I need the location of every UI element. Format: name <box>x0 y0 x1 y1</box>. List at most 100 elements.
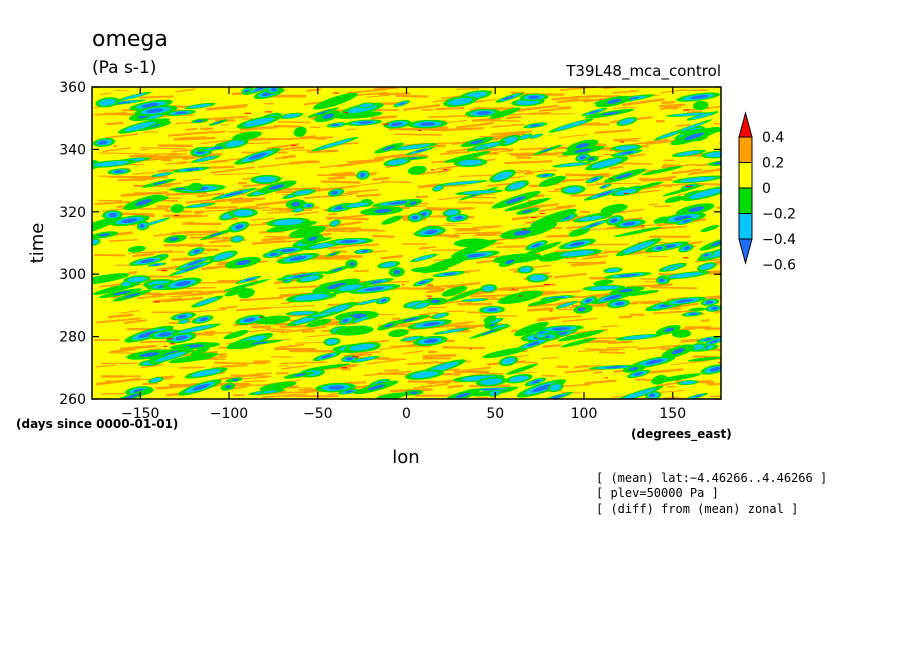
field-negative-cell <box>234 148 281 165</box>
field-contour-green <box>407 165 427 175</box>
field-negative-cell <box>127 245 146 253</box>
field-streak-positive <box>106 121 124 126</box>
field-streak-positive <box>526 169 558 173</box>
field-streak-positive <box>612 107 637 109</box>
field-streak-positive <box>552 227 563 230</box>
field-contour-blue <box>709 339 719 344</box>
field-negative-cell <box>353 248 374 254</box>
field-contour-cyan <box>300 275 320 282</box>
field-negative-cell <box>613 226 662 237</box>
field-contour-blue <box>382 146 395 151</box>
field-negative-cell <box>696 262 717 272</box>
field-negative-cell <box>117 91 152 101</box>
field-negative-cell <box>377 261 400 269</box>
field-contour-cyan <box>622 334 655 340</box>
colorbar-box <box>738 136 753 163</box>
field-streak-positive <box>349 181 390 188</box>
field-contour-blue <box>182 265 201 272</box>
field-streak-positive <box>388 128 425 131</box>
field-contour-blue <box>648 393 656 398</box>
field-contour-blue <box>618 288 634 293</box>
field-streak-positive <box>128 270 138 275</box>
field-negative-cell <box>175 256 214 271</box>
field-contour-green <box>613 226 662 237</box>
field-negative-cell <box>360 206 404 216</box>
field-contour-blue <box>121 218 138 224</box>
field-streak-positive <box>320 180 361 184</box>
field-contour-cyan <box>330 220 339 226</box>
field-streak-positive <box>523 172 534 175</box>
field-negative-cell <box>277 252 320 264</box>
field-contour-green <box>289 225 326 239</box>
field-contour-blue <box>676 299 694 303</box>
field-contour-cyan <box>493 171 512 181</box>
field-contour-cyan <box>154 172 171 177</box>
x-tick-label: 50 <box>486 406 504 422</box>
field-streak-positive <box>132 171 155 175</box>
field-streak-positive <box>196 281 244 284</box>
field-contour-blue <box>294 373 307 377</box>
field-contour-blue <box>398 102 406 105</box>
field-negative-cell <box>148 349 193 365</box>
field-streak-positive <box>422 357 451 360</box>
field-speck-max <box>683 257 689 259</box>
field-contour-green <box>687 356 721 362</box>
field-streak-positive <box>167 130 215 137</box>
field-streak-positive <box>178 290 193 295</box>
field-negative-cell <box>147 262 167 267</box>
field-streak-positive <box>251 217 275 221</box>
field-contour-blue <box>454 216 464 220</box>
field-streak-positive <box>435 106 465 111</box>
field-negative-cell <box>518 133 533 140</box>
field-negative-cell <box>407 319 452 330</box>
field-streak-positive <box>395 94 428 98</box>
field-streak-positive <box>609 165 624 170</box>
field-negative-cell <box>210 187 257 200</box>
field-streak-positive <box>330 171 354 176</box>
field-streak-positive <box>243 379 267 383</box>
field-negative-cell <box>665 112 713 117</box>
field-contour-green <box>688 307 707 312</box>
field-streak-positive <box>324 193 354 198</box>
field-contour-blue <box>615 172 633 179</box>
field-contour-cyan <box>658 131 679 139</box>
field-contour-blue <box>705 300 714 304</box>
field-negative-cell <box>326 251 341 257</box>
field-streak-positive <box>95 364 116 368</box>
field-streak-positive <box>317 174 359 177</box>
field-streak-positive <box>346 88 388 94</box>
field-streak-positive <box>317 365 356 371</box>
field-negative-cell <box>324 265 350 275</box>
field-streak-positive <box>137 251 186 254</box>
field-streak-positive <box>262 392 308 398</box>
note-pressure-level: [ plev=50000 Pa ] <box>596 486 719 500</box>
field-contour-blue <box>114 170 124 173</box>
field-negative-cell <box>151 172 174 178</box>
field-streak-positive <box>455 88 479 91</box>
field-streak-positive <box>252 137 293 140</box>
field-negative-cell <box>525 241 562 255</box>
field-contour-cyan <box>98 99 116 106</box>
field-negative-cell <box>92 273 130 285</box>
field-speck-max <box>352 356 359 358</box>
field-streak-positive <box>574 364 588 369</box>
field-contour-cyan <box>482 285 495 291</box>
field-negative-cell <box>266 217 311 227</box>
field-streak-positive <box>656 119 665 123</box>
field-contour-blue <box>321 354 333 359</box>
field-streak-positive <box>217 197 265 203</box>
field-streak-positive <box>323 230 357 233</box>
field-contour-green <box>664 195 686 203</box>
field-streak-positive <box>481 149 514 155</box>
field-contour-cyan <box>325 339 338 345</box>
field-negative-cell <box>126 349 175 360</box>
field-contour-green <box>259 381 297 391</box>
field-negative-cell <box>190 155 221 163</box>
field-negative-cell <box>405 146 435 156</box>
field-negative-cell <box>172 166 210 173</box>
field-streak-positive <box>163 243 204 247</box>
field-streak-positive <box>440 150 470 156</box>
field-streak-positive <box>200 139 236 145</box>
field-streak-positive <box>138 208 169 210</box>
field-streak-positive <box>505 115 522 120</box>
